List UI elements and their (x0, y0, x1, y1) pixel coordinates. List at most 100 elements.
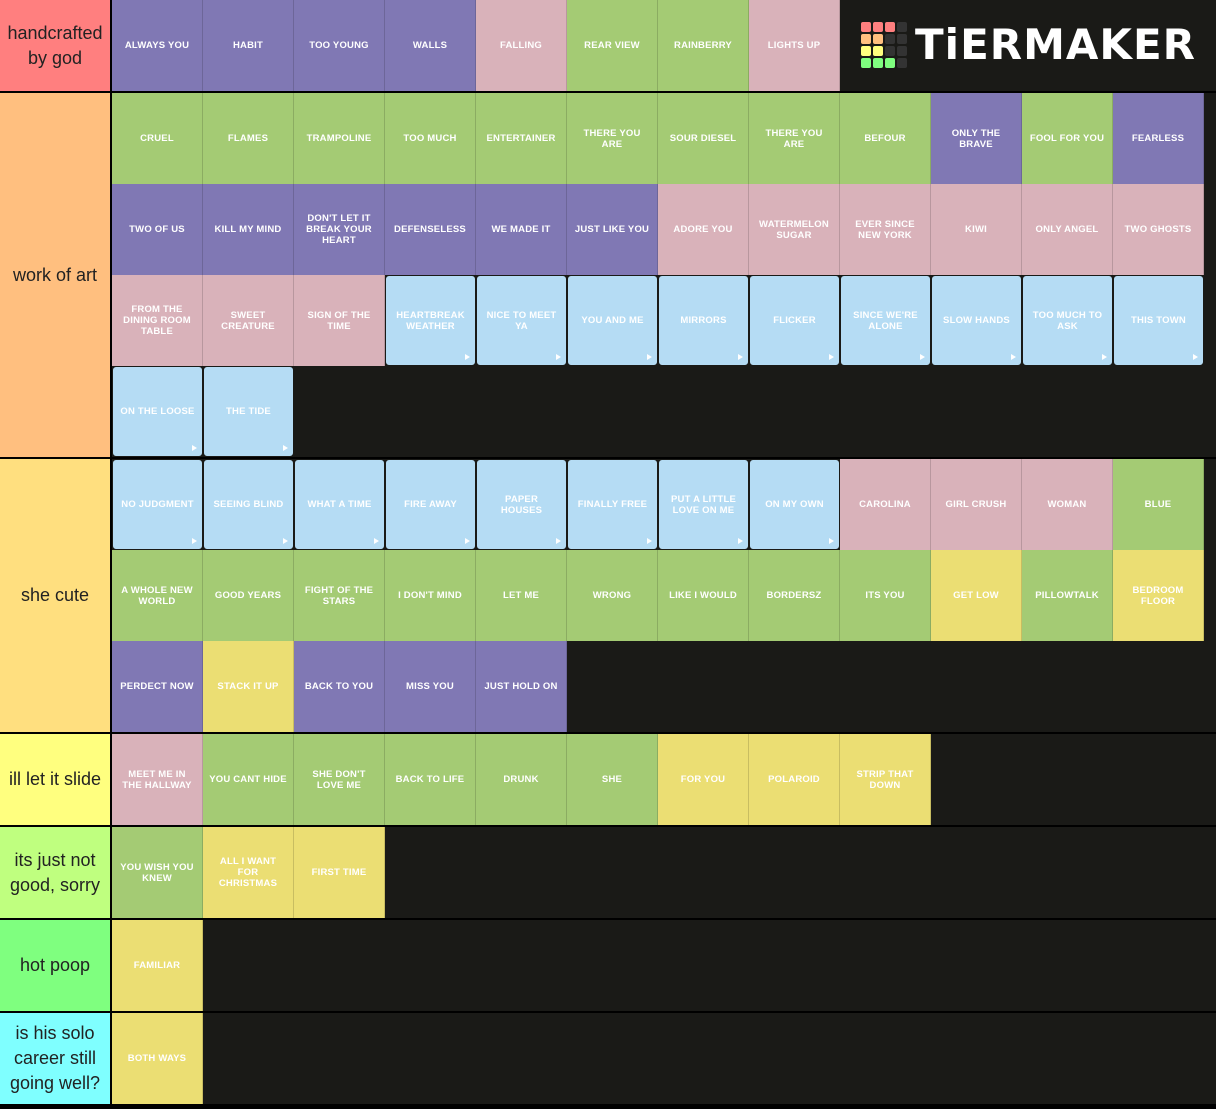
tier-item[interactable]: SIGN OF THE TIME (294, 275, 385, 366)
tier-item[interactable]: FINALLY FREE (567, 459, 658, 550)
tier-item[interactable]: MIRRORS (658, 275, 749, 366)
tier-item[interactable]: FLAMES (203, 93, 294, 184)
tier-item[interactable]: PAPER HOUSES (476, 459, 567, 550)
tier-row: hot poop FAMILIAR (0, 920, 1216, 1011)
tier-item[interactable]: FIRE AWAY (385, 459, 476, 550)
tier-item[interactable]: ONLY THE BRAVE (931, 93, 1022, 184)
tier-item[interactable]: JUST LIKE YOU (567, 184, 658, 275)
tier-item[interactable]: SHE DON'T LOVE ME (294, 734, 385, 825)
logo-square (873, 21, 884, 32)
tier-item[interactable]: FIRST TIME (294, 827, 385, 918)
tier-item[interactable]: SOUR DIESEL (658, 93, 749, 184)
tier-item[interactable]: BEFOUR (840, 93, 931, 184)
tier-item[interactable]: PERDECT NOW (112, 641, 203, 732)
tier-item[interactable]: EVER SINCE NEW YORK (840, 184, 931, 275)
tier-item[interactable]: HABIT (203, 0, 294, 91)
tier-item[interactable]: ON MY OWN (749, 459, 840, 550)
tier-item[interactable]: FEARLESS (1113, 93, 1204, 184)
tier-item[interactable]: SHE (567, 734, 658, 825)
tier-items: YOU WISH YOU KNEW ALL I WANT FOR CHRISTMA… (112, 827, 1216, 918)
tier-item[interactable]: THERE YOU ARE (749, 93, 840, 184)
tier-item[interactable]: SWEET CREATURE (203, 275, 294, 366)
tier-item[interactable]: ALL I WANT FOR CHRISTMAS (203, 827, 294, 918)
tier-item[interactable]: SEEING BLIND (203, 459, 294, 550)
tier-item[interactable]: BORDERSZ (749, 550, 840, 641)
tier-item[interactable]: WHAT A TIME (294, 459, 385, 550)
tier-item[interactable]: DRUNK (476, 734, 567, 825)
tier-item[interactable]: TOO MUCH TO ASK (1022, 275, 1113, 366)
tier-item[interactable]: FAMILIAR (112, 920, 203, 1011)
tier-item[interactable]: SINCE WE'RE ALONE (840, 275, 931, 366)
tier-item[interactable]: REAR VIEW (567, 0, 658, 91)
tier-item[interactable]: THE TIDE (203, 366, 294, 457)
tier-item[interactable]: YOU WISH YOU KNEW (112, 827, 203, 918)
tier-item[interactable]: GOOD YEARS (203, 550, 294, 641)
tier-item[interactable]: CRUEL (112, 93, 203, 184)
tier-item[interactable]: GET LOW (931, 550, 1022, 641)
tier-item[interactable]: ALWAYS YOU (112, 0, 203, 91)
tier-item[interactable]: FALLING (476, 0, 567, 91)
tier-item[interactable]: MISS YOU (385, 641, 476, 732)
tier-item[interactable]: FIGHT OF THE STARS (294, 550, 385, 641)
tier-item[interactable]: STRIP THAT DOWN (840, 734, 931, 825)
tier-item[interactable]: WOMAN (1022, 459, 1113, 550)
logo-square (885, 57, 896, 68)
tier-item[interactable]: DEFENSELESS (385, 184, 476, 275)
tier-item[interactable]: POLAROID (749, 734, 840, 825)
tier-item[interactable]: MEET ME IN THE HALLWAY (112, 734, 203, 825)
tier-item[interactable]: A WHOLE NEW WORLD (112, 550, 203, 641)
tier-item[interactable]: GIRL CRUSH (931, 459, 1022, 550)
tier-item[interactable]: HEARTBREAK WEATHER (385, 275, 476, 366)
tier-item[interactable]: LET ME (476, 550, 567, 641)
tier-item[interactable]: JUST HOLD ON (476, 641, 567, 732)
tier-item[interactable]: THIS TOWN (1113, 275, 1204, 366)
tier-item[interactable]: CAROLINA (840, 459, 931, 550)
tier-item[interactable]: TWO OF US (112, 184, 203, 275)
tier-item[interactable]: PILLOWTALK (1022, 550, 1113, 641)
tier-label: hot poop (0, 920, 112, 1011)
tier-item[interactable]: FROM THE DINING ROOM TABLE (112, 275, 203, 366)
tier-item[interactable]: WALLS (385, 0, 476, 91)
tier-item[interactable]: ENTERTAINER (476, 93, 567, 184)
logo-square (897, 21, 908, 32)
tier-item[interactable]: SLOW HANDS (931, 275, 1022, 366)
tier-item[interactable]: I DON'T MIND (385, 550, 476, 641)
tier-item[interactable]: DON'T LET IT BREAK YOUR HEART (294, 184, 385, 275)
tier-item[interactable]: RAINBERRY (658, 0, 749, 91)
logo-square (897, 45, 908, 56)
tier-item[interactable]: WATERMELON SUGAR (749, 184, 840, 275)
tier-item[interactable]: FOR YOU (658, 734, 749, 825)
tier-item[interactable]: NO JUDGMENT (112, 459, 203, 550)
tier-item[interactable]: BACK TO YOU (294, 641, 385, 732)
tier-item[interactable]: TOO MUCH (385, 93, 476, 184)
tier-item[interactable]: WRONG (567, 550, 658, 641)
tier-item[interactable]: BACK TO LIFE (385, 734, 476, 825)
tier-item[interactable]: THERE YOU ARE (567, 93, 658, 184)
tier-item[interactable]: LIGHTS UP (749, 0, 840, 91)
tier-item[interactable]: BLUE (1113, 459, 1204, 550)
tier-item[interactable]: TWO GHOSTS (1113, 184, 1204, 275)
tier-item[interactable]: ADORE YOU (658, 184, 749, 275)
tier-item[interactable]: ITS YOU (840, 550, 931, 641)
tier-items: CRUEL FLAMES TRAMPOLINE TOO MUCH ENTERTAINER… (112, 93, 1216, 457)
tier-item[interactable]: FLICKER (749, 275, 840, 366)
tier-item[interactable]: ONLY ANGEL (1022, 184, 1113, 275)
tier-item[interactable]: TRAMPOLINE (294, 93, 385, 184)
tier-item[interactable]: TOO YOUNG (294, 0, 385, 91)
tier-item[interactable]: YOU CANT HIDE (203, 734, 294, 825)
tier-item[interactable]: ON THE LOOSE (112, 366, 203, 457)
tier-item[interactable]: BEDROOM FLOOR (1113, 550, 1204, 641)
tier-item[interactable]: YOU AND ME (567, 275, 658, 366)
logo-square (897, 33, 908, 44)
tier-item[interactable]: BOTH WAYS (112, 1013, 203, 1104)
tier-item[interactable]: LIKE I WOULD (658, 550, 749, 641)
tier-label: is his solo career still going well? (0, 1013, 112, 1104)
tier-row: ill let it slide MEET ME IN THE HALLWAY YO… (0, 734, 1216, 825)
tier-item[interactable]: FOOL FOR YOU (1022, 93, 1113, 184)
tier-item[interactable]: KIWI (931, 184, 1022, 275)
tier-item[interactable]: PUT A LITTLE LOVE ON ME (658, 459, 749, 550)
tier-item[interactable]: NICE TO MEET YA (476, 275, 567, 366)
tier-item[interactable]: WE MADE IT (476, 184, 567, 275)
tier-item[interactable]: STACK IT UP (203, 641, 294, 732)
tier-item[interactable]: KILL MY MIND (203, 184, 294, 275)
